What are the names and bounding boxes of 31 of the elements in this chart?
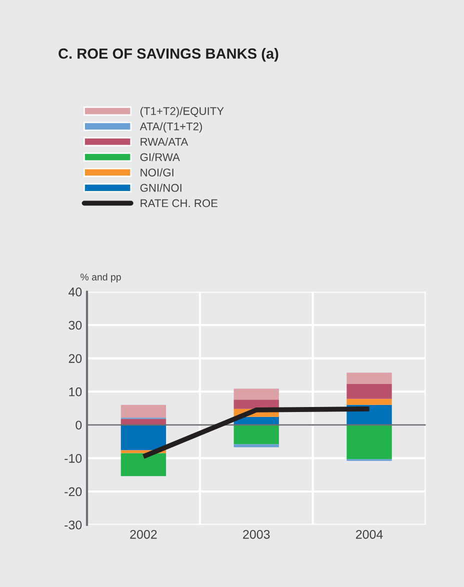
bar bbox=[346, 384, 392, 399]
legend-label: ATA/(T1+T2) bbox=[140, 122, 202, 133]
legend-label: GI/RWA bbox=[140, 152, 180, 162]
bar bbox=[234, 444, 279, 448]
legend-label: RATE CH. ROE bbox=[140, 199, 218, 208]
legend-label: NOI/GI bbox=[140, 168, 174, 176]
y-tick-label: 20 bbox=[68, 354, 82, 363]
bar bbox=[120, 453, 166, 476]
bar bbox=[234, 424, 279, 444]
chart-title: C. ROE OF SAVINGS BANKS (a) bbox=[58, 48, 278, 62]
legend-label: (T1+T2)/EQUITY bbox=[140, 106, 224, 118]
bar bbox=[346, 372, 392, 384]
bar bbox=[120, 404, 166, 418]
bar bbox=[120, 424, 166, 450]
y-axis-title: % and pp bbox=[80, 273, 121, 282]
bar bbox=[234, 388, 279, 400]
y-tick-label: 10 bbox=[69, 387, 82, 396]
bar bbox=[346, 398, 392, 405]
bar bbox=[346, 424, 392, 460]
legend-label: RWA/ATA bbox=[140, 138, 188, 146]
y-tick-label: 40 bbox=[68, 288, 82, 296]
x-tick-label: 2003 bbox=[243, 530, 270, 539]
x-tick-label: 2004 bbox=[356, 530, 383, 539]
legend-label: GNI/NOI bbox=[140, 184, 182, 192]
y-tick-label: -10 bbox=[64, 454, 82, 463]
bar bbox=[234, 400, 279, 409]
x-tick-label: 2002 bbox=[130, 530, 157, 539]
y-tick-label: -30 bbox=[64, 520, 82, 530]
y-tick-label: 0 bbox=[76, 420, 82, 430]
y-tick-label: 30 bbox=[68, 320, 82, 330]
y-tick-label: -20 bbox=[64, 487, 82, 496]
